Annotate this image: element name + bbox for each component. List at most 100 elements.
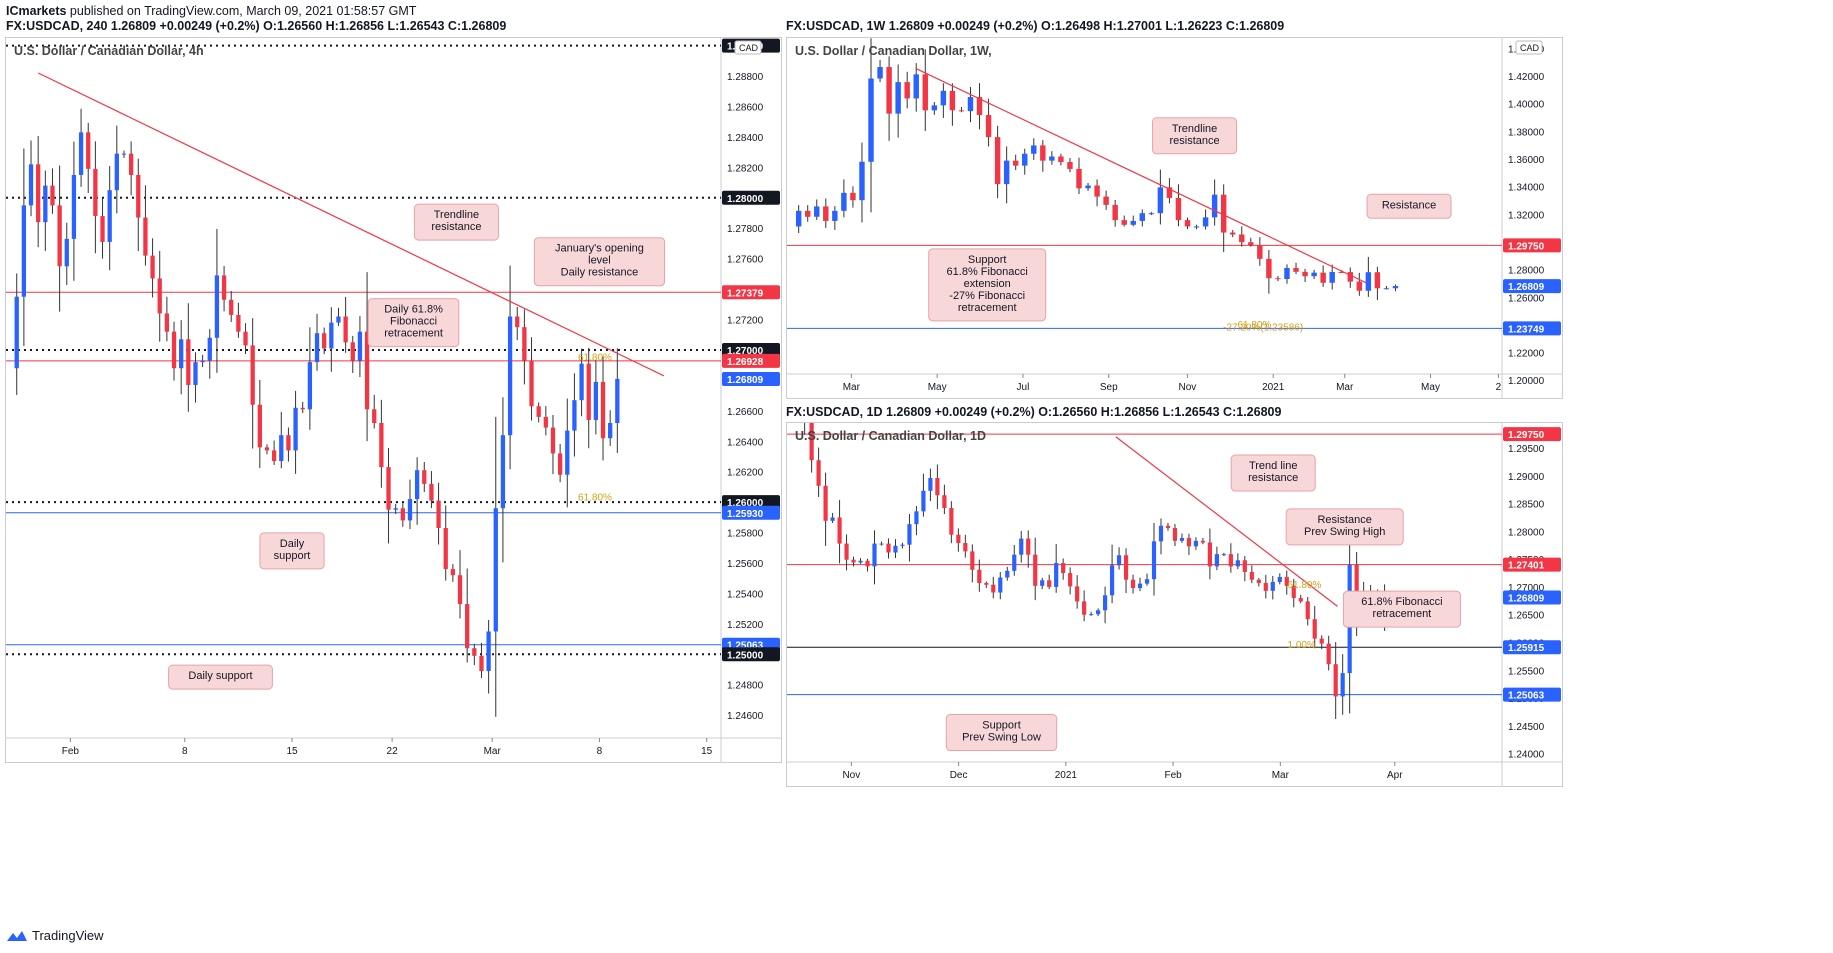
- h4-candle-body: [507, 316, 513, 436]
- d1-candle-body: [1102, 595, 1108, 611]
- d1-candle-body: [956, 534, 961, 544]
- h4-candle-body: [271, 450, 277, 462]
- h4-candle-body: [386, 467, 391, 510]
- h4-candle-body: [472, 648, 477, 656]
- h4-y-tick-label: 1.27800: [727, 224, 764, 235]
- d1-x-tick-label: Dec: [950, 770, 968, 781]
- d1-candle-body: [991, 584, 996, 593]
- w1-y-tick-label: 1.34000: [1508, 183, 1545, 194]
- h4-candle-body: [236, 314, 241, 332]
- d1-callout-text: 61.8% Fibonacci: [1361, 596, 1442, 608]
- h4-candle-body: [336, 316, 341, 323]
- d1-callout-text: resistance: [1248, 472, 1298, 484]
- h4-candle-body: [71, 174, 77, 239]
- w1-candle-body: [814, 206, 820, 217]
- w1-candle-body: [1302, 271, 1308, 277]
- h4-price-tag: [722, 285, 780, 300]
- w1-x-tick-label: May: [928, 382, 947, 393]
- h4-price-tag-label: 1.25000: [727, 650, 764, 661]
- h4-candle-body: [393, 508, 398, 510]
- h4-price-tag: [722, 505, 780, 520]
- d1-candle-body: [830, 517, 835, 521]
- h4-y-tick-label: 1.26200: [727, 468, 764, 479]
- h4-candle-body: [436, 500, 441, 528]
- h4-x-tick-label: 8: [182, 746, 188, 757]
- d1-x-tick-label: Apr: [1387, 770, 1403, 781]
- d1-chart-svg: 1.295001.290001.285001.280001.275001.270…: [787, 423, 1562, 786]
- w1-trendline: [915, 67, 1367, 284]
- d1-candle-body: [1221, 554, 1226, 556]
- d1-candle-body: [921, 490, 926, 512]
- publish-info: published on TradingView.com, March 09, …: [66, 4, 417, 18]
- w1-candle-body: [949, 90, 956, 111]
- h4-price-tag: [722, 372, 780, 387]
- d1-price-tag: [1503, 557, 1561, 572]
- tradingview-logo-icon: [7, 930, 27, 941]
- h4-candle-body: [14, 296, 19, 369]
- footer-brand[interactable]: TradingView: [6, 928, 104, 943]
- w1-candle-body: [868, 78, 874, 162]
- h4-candle-body: [171, 331, 177, 369]
- h4-x-tick-label: Mar: [484, 746, 502, 757]
- w1-chart-pane[interactable]: 1.440001.420001.400001.380001.360001.340…: [786, 37, 1563, 399]
- w1-candle-body: [1193, 226, 1200, 228]
- w1-candle-body: [1211, 194, 1218, 218]
- h4-candle-body: [422, 470, 427, 484]
- publisher-name[interactable]: ICmarkets: [6, 4, 67, 18]
- d1-callout-text: Resistance: [1317, 514, 1371, 526]
- w1-ohlc-header: FX:USDCAD, 1W 1.26809 +0.00249 (+0.2%) O…: [786, 19, 1285, 33]
- h4-candle-body: [572, 400, 577, 431]
- d1-candle-body: [1012, 554, 1017, 571]
- w1-candle-body: [1374, 272, 1381, 289]
- d1-candle-body: [1270, 581, 1275, 591]
- d1-candle-body: [1172, 528, 1178, 541]
- h4-candle-body: [486, 631, 491, 672]
- h4-candle-body: [186, 339, 191, 385]
- w1-candle-body: [1103, 196, 1109, 205]
- h4-candle-body: [379, 423, 384, 468]
- d1-candle-body: [1193, 540, 1199, 547]
- w1-y-tick-label: 1.22000: [1508, 349, 1545, 360]
- d1-chart-pane[interactable]: 1.295001.290001.285001.280001.275001.270…: [786, 422, 1563, 787]
- w1-candle-body: [1067, 162, 1073, 169]
- w1-x-tick-label: 2021: [1262, 382, 1285, 393]
- h4-candle-body: [557, 453, 563, 475]
- d1-candle-body: [998, 577, 1003, 593]
- h4-candle-body: [314, 333, 320, 363]
- h4-x-tick-label: 15: [701, 746, 713, 757]
- h4-candle-body: [543, 416, 548, 428]
- d1-candle-body: [1054, 563, 1059, 587]
- h4-callout-text: resistance: [431, 221, 481, 233]
- h4-candle-body: [78, 132, 84, 175]
- publish-header: ICmarkets published on TradingView.com, …: [6, 3, 416, 19]
- h4-currency-badge-label: CAD: [739, 43, 759, 53]
- d1-candle-body: [1298, 598, 1303, 602]
- h4-currency-badge: [734, 40, 762, 55]
- w1-y-tick-label: 1.32000: [1508, 210, 1545, 221]
- h4-candle-body: [493, 508, 498, 632]
- w1-candle-body: [1184, 220, 1191, 227]
- d1-x-tick-label: 2021: [1055, 770, 1078, 781]
- h4-candle-body: [300, 407, 305, 410]
- w1-x-tick-label: May: [1421, 382, 1440, 393]
- d1-fib-label: 61.80%: [1288, 580, 1322, 591]
- d1-candle-body: [949, 508, 954, 535]
- h4-price-tag-label: 1.28000: [727, 194, 764, 205]
- d1-candle-body: [1291, 585, 1296, 599]
- d1-price-tag: [1503, 427, 1561, 442]
- h4-price-tag: [722, 495, 780, 510]
- d1-candle-body: [900, 544, 905, 546]
- h4-chart-pane[interactable]: 1.28800 1.28600 1.28400 1.28200 1.27800 1.276…: [5, 37, 782, 763]
- h4-callout-text: level: [588, 255, 611, 267]
- w1-fib-label: 61.80%: [1237, 320, 1271, 331]
- h4-candle-body: [264, 447, 270, 451]
- w1-candle-body: [931, 105, 938, 111]
- d1-candle-body: [1200, 540, 1206, 543]
- w1-candle-body: [1040, 145, 1046, 161]
- h4-fib-label: 61.80%: [578, 493, 612, 504]
- d1-candle-body: [1075, 586, 1080, 602]
- w1-candle-body: [958, 110, 965, 112]
- w1-x-tick-label: Mar: [1336, 382, 1354, 393]
- h4-candle-body: [465, 604, 470, 649]
- d1-candle-body: [1026, 538, 1031, 555]
